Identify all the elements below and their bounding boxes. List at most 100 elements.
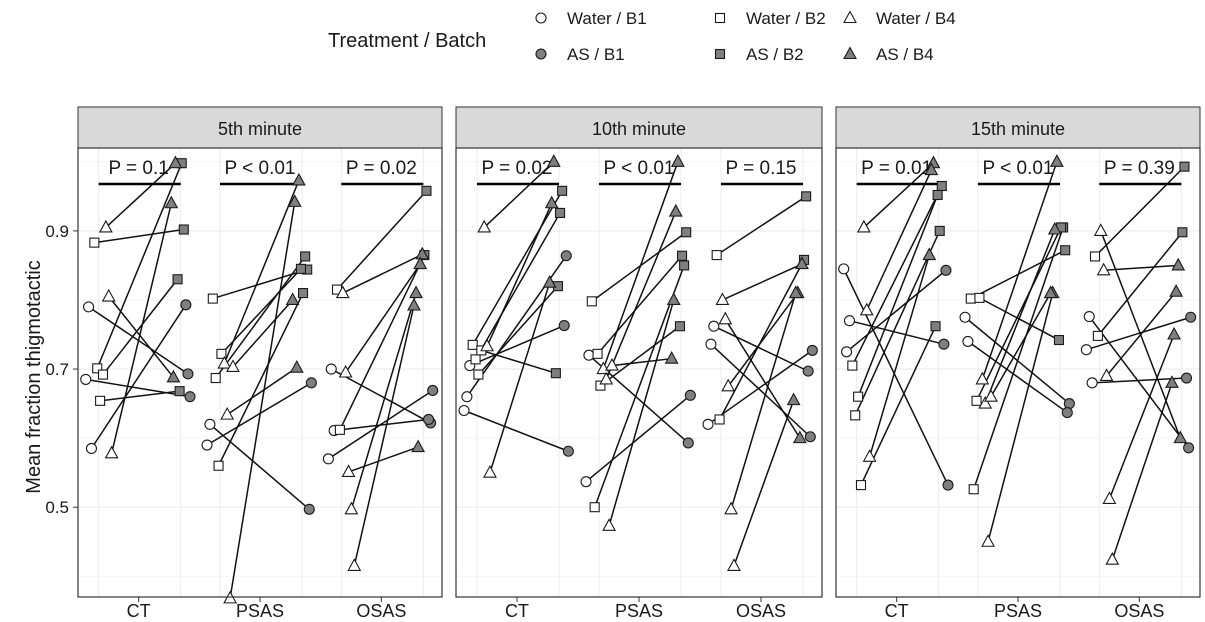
category-group-ct (838, 155, 954, 491)
point-water-triangle (226, 359, 240, 373)
pair-line (987, 292, 1054, 542)
pair-line (707, 349, 813, 425)
point-as-triangle (1167, 326, 1181, 340)
point-water-square (968, 484, 979, 495)
pair-line (334, 418, 429, 432)
p-value-label: P = 0.39 (1104, 158, 1175, 179)
pair-line (100, 390, 180, 402)
category-group-psas (580, 154, 696, 531)
x-tick-label: OSAS (1114, 601, 1164, 621)
pair-line (1108, 334, 1175, 500)
point-as-square (557, 185, 568, 196)
point-as-triangle (166, 369, 181, 383)
pair-line (345, 263, 421, 373)
point-water-triangle (220, 406, 235, 420)
category-group-ct (80, 155, 196, 459)
legend-label: AS / B1 (567, 45, 625, 64)
pair-line (348, 446, 419, 473)
point-water-circle (583, 349, 595, 361)
pair-line (727, 292, 799, 387)
point-water-circle (85, 442, 98, 455)
point-as-square (1053, 334, 1065, 346)
point-water-triangle (859, 302, 874, 316)
point-as-square (934, 225, 945, 236)
legend-label: Water / B2 (746, 9, 826, 28)
point-water-triangle (477, 219, 492, 233)
point-water-circle (83, 301, 95, 313)
point-water-square (589, 502, 600, 513)
point-as-circle (1183, 442, 1195, 454)
point-as-triangle (411, 439, 426, 453)
point-water-square (853, 391, 864, 402)
point-water-triangle (347, 558, 362, 571)
pair-line (206, 382, 312, 446)
pair-line (730, 292, 797, 510)
pair-line (857, 194, 939, 397)
point-water-square (97, 369, 109, 380)
legend: Treatment / Batch Water / B1 Water / B2 Wa… (328, 9, 956, 64)
legend-title: Treatment / Batch (328, 30, 486, 52)
pair-line (94, 228, 184, 244)
pair-line (854, 230, 941, 416)
point-as-square (676, 250, 688, 261)
point-water-triangle (1096, 262, 1111, 276)
pair-line (605, 211, 677, 380)
point-as-square (300, 251, 311, 262)
point-as-triangle (409, 285, 423, 299)
point-as-square (1177, 227, 1188, 238)
legend-label: Water / B1 (567, 9, 647, 28)
point-as-circle (806, 344, 818, 356)
category-group-osas (322, 185, 439, 571)
pair-line (981, 161, 1058, 380)
panel-strip (835, 106, 1201, 149)
category-group-psas (201, 172, 317, 604)
pair-line (716, 195, 807, 256)
point-water-triangle (596, 361, 611, 375)
pair-line (967, 340, 1068, 414)
point-as-square (174, 386, 185, 397)
point-as-circle (558, 319, 570, 332)
point-water-triangle (98, 219, 113, 233)
point-water-square (95, 395, 106, 406)
point-as-triangle (289, 360, 304, 373)
point-as-triangle (164, 195, 179, 209)
legend-marker-square (714, 12, 726, 24)
point-water-square (334, 424, 345, 435)
pair-line (102, 278, 179, 376)
point-as-circle (1180, 372, 1193, 384)
point-as-triangle (666, 292, 681, 306)
point-water-square (855, 480, 867, 491)
point-as-circle (1063, 398, 1075, 410)
point-as-triangle (670, 154, 685, 167)
y-tick-label: 0.5 (45, 498, 69, 517)
pair-line (602, 161, 679, 370)
panel-title: 10th minute (592, 119, 686, 139)
pair-line (486, 202, 553, 347)
panel-plot-area (836, 148, 1200, 597)
pair-line (223, 180, 300, 364)
point-as-circle (180, 299, 192, 311)
point-as-triangle (788, 285, 803, 299)
panel-strip (77, 106, 443, 149)
x-tick-label: PSAS (615, 601, 663, 621)
pair-line (105, 162, 176, 228)
pair-line (611, 357, 672, 367)
point-water-circle (708, 320, 720, 332)
panel-title: 5th minute (218, 119, 302, 139)
point-water-circle (201, 439, 213, 451)
point-as-circle (802, 365, 814, 377)
point-as-triangle (1047, 221, 1062, 235)
panel-strip (455, 106, 823, 149)
point-water-triangle (981, 534, 996, 547)
pair-line (469, 324, 565, 367)
legend-label: AS / B2 (746, 45, 804, 64)
point-as-circle (942, 479, 954, 491)
point-as-circle (682, 437, 694, 449)
pair-line (733, 399, 795, 567)
point-as-triangle (168, 155, 183, 169)
pair-line (336, 190, 428, 291)
point-water-triangle (104, 445, 119, 459)
x-tick-label: CT (505, 601, 529, 621)
y-tick-label: 0.9 (45, 222, 69, 241)
point-as-triangle (668, 203, 683, 217)
